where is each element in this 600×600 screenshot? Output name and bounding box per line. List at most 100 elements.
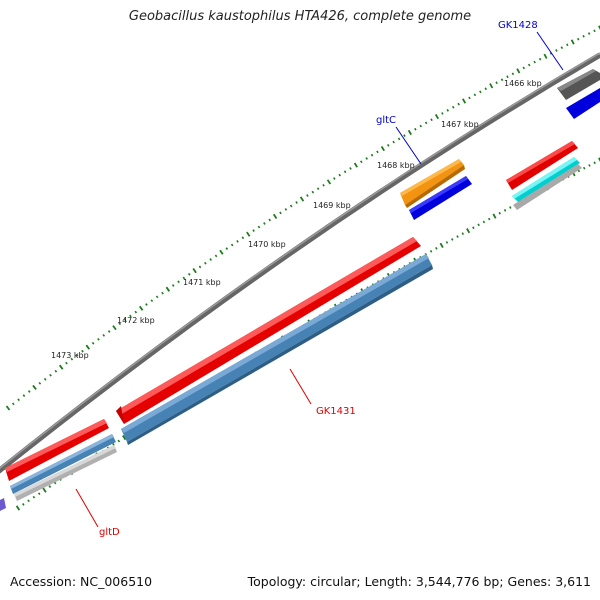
outer-ruler-tick xyxy=(85,344,91,350)
outer-ruler-tick xyxy=(225,247,229,250)
gene-gltc-block[interactable] xyxy=(400,159,465,208)
outer-ruler-tick xyxy=(316,187,320,191)
outer-ruler-tick xyxy=(145,303,148,306)
outer-ruler-tick xyxy=(272,213,278,219)
inner-ruler-tick xyxy=(117,439,121,443)
kbp-label-1467: 1467 kbp xyxy=(441,120,479,129)
outer-ruler-tick xyxy=(582,35,585,38)
outer-ruler-tick xyxy=(322,183,325,187)
outer-ruler-tick xyxy=(284,208,288,211)
outer-ruler-tick xyxy=(387,143,390,147)
gene-gk1431-red[interactable] xyxy=(116,237,421,424)
map-title: Geobacillus kaustophilus HTA426, complet… xyxy=(128,9,472,24)
inner-ruler-tick xyxy=(37,492,41,496)
outer-ruler-tick xyxy=(204,261,207,265)
outer-ruler-tick xyxy=(414,127,417,131)
outer-ruler-tick xyxy=(32,384,37,390)
outer-ruler-tick xyxy=(353,162,358,168)
outer-ruler-tick xyxy=(299,196,305,202)
accession-text: Accession: NC_006510 xyxy=(10,574,153,589)
outer-ruler-tick xyxy=(134,310,138,314)
outer-ruler-tick xyxy=(495,81,498,85)
kbp-label-1472: 1472 kbp xyxy=(117,316,155,325)
inner-ruler-tick xyxy=(588,164,591,167)
inner-ruler-tick xyxy=(451,238,454,241)
outer-ruler-tick xyxy=(17,398,20,402)
outer-ruler-tick xyxy=(441,112,444,115)
outer-ruler-tick xyxy=(365,157,368,160)
genome-backbone xyxy=(0,52,600,474)
outer-ruler-tick xyxy=(182,276,186,280)
outer-ruler-tick xyxy=(457,102,460,106)
outer-ruler-tick xyxy=(75,353,79,357)
inner-ruler-tick xyxy=(503,208,507,212)
outer-ruler-tick xyxy=(192,267,197,274)
gene-gk1431-blue[interactable] xyxy=(121,254,433,445)
inner-ruler-tick xyxy=(15,505,21,511)
outer-ruler-tick xyxy=(123,318,127,322)
inner-ruler-tick xyxy=(435,246,438,250)
outer-ruler-tick xyxy=(54,369,58,373)
outer-ruler-tick xyxy=(566,43,569,47)
gene-gray-right[interactable] xyxy=(513,164,582,210)
outer-ruler-tick xyxy=(376,150,379,154)
outer-ruler-tick xyxy=(165,286,171,292)
outer-ruler-tick xyxy=(102,334,106,337)
callout-line-gk1431 xyxy=(289,368,312,405)
outer-ruler-tick xyxy=(97,338,100,341)
tick-marks-outer xyxy=(5,25,600,411)
gene-blue-topright[interactable] xyxy=(566,88,600,119)
inner-ruler-tick xyxy=(122,435,127,441)
gene-gltd-gray[interactable] xyxy=(14,445,117,501)
gene-gltd-red[interactable] xyxy=(5,419,109,481)
gene-gltd-blue[interactable] xyxy=(10,434,116,494)
genome-backbone-highlight xyxy=(0,52,600,469)
outer-ruler-tick xyxy=(187,272,191,276)
outer-ruler-tick xyxy=(326,179,332,185)
gene-label-gk1431[interactable]: GK1431 xyxy=(316,406,356,417)
outer-ruler-tick xyxy=(198,265,202,269)
topology-summary-text: Topology: circular; Length: 3,544,776 bp… xyxy=(247,574,591,589)
outer-ruler-tick xyxy=(171,284,175,287)
outer-ruler-tick xyxy=(543,53,548,59)
outer-ruler-tick xyxy=(214,254,218,258)
outer-ruler-tick xyxy=(279,211,282,215)
gene-label-gltc[interactable]: gltC xyxy=(376,115,396,126)
gene-cyan-right[interactable] xyxy=(512,157,580,202)
gene-gk1428-block[interactable] xyxy=(557,69,600,100)
gene-purple-fragment[interactable] xyxy=(0,498,6,511)
outer-ruler-tick xyxy=(268,218,271,222)
outer-ruler-tick xyxy=(22,394,26,397)
outer-ruler-tick xyxy=(430,118,433,122)
outer-ruler-tick xyxy=(380,146,385,152)
outer-ruler-tick xyxy=(289,204,293,208)
outer-ruler-tick xyxy=(397,137,401,141)
outer-ruler-tick xyxy=(407,129,412,136)
gene-blue-under-gltc[interactable] xyxy=(409,176,472,220)
outer-ruler-tick xyxy=(58,364,64,370)
outer-ruler-tick xyxy=(370,153,374,157)
kbp-label-1473: 1473 kbp xyxy=(51,351,89,360)
inner-ruler-tick xyxy=(582,166,586,170)
outer-ruler-tick xyxy=(49,373,52,377)
outer-ruler-tick xyxy=(360,160,363,164)
outer-ruler-tick xyxy=(107,330,111,333)
inner-ruler-tick xyxy=(42,487,47,493)
outer-ruler-tick xyxy=(306,194,309,197)
outer-ruler-tick xyxy=(161,291,164,295)
outer-ruler-tick xyxy=(500,78,504,82)
inner-ruler-tick xyxy=(509,206,512,209)
outer-ruler-tick xyxy=(138,305,144,311)
inner-ruler-tick xyxy=(429,250,433,253)
outer-ruler-tick xyxy=(392,140,395,144)
outer-ruler-tick xyxy=(533,60,536,64)
outer-ruler-tick xyxy=(81,349,84,353)
gene-red-right[interactable] xyxy=(506,141,578,190)
gene-label-gltd[interactable]: gltD xyxy=(99,527,120,538)
outer-ruler-tick xyxy=(209,258,212,261)
outer-ruler-tick xyxy=(473,93,477,97)
gene-label-gk1428[interactable]: GK1428 xyxy=(498,20,538,31)
callout-line-gltd xyxy=(75,488,99,528)
